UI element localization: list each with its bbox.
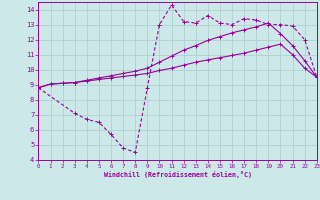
X-axis label: Windchill (Refroidissement éolien,°C): Windchill (Refroidissement éolien,°C) [104, 171, 252, 178]
